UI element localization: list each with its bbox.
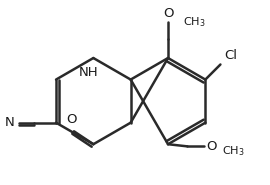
Text: O: O bbox=[163, 7, 173, 20]
Text: NH: NH bbox=[79, 66, 99, 79]
Text: O: O bbox=[206, 140, 217, 153]
Text: CH$_3$: CH$_3$ bbox=[183, 15, 206, 29]
Text: O: O bbox=[67, 113, 77, 126]
Text: Cl: Cl bbox=[225, 49, 238, 62]
Text: CH$_3$: CH$_3$ bbox=[222, 145, 245, 158]
Text: N: N bbox=[5, 116, 14, 129]
